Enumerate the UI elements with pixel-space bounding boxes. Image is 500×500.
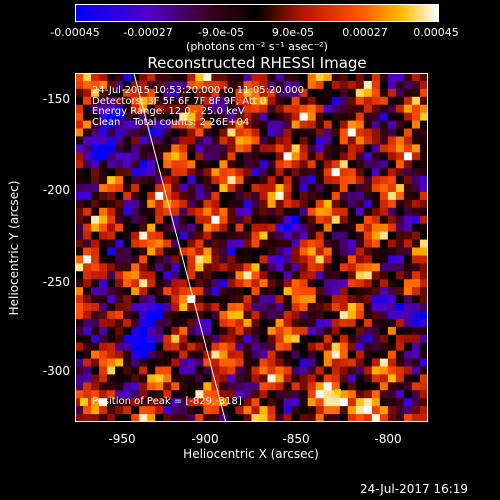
y-tick-label: -200 [42,183,70,197]
colorbar-tick: 0.00045 [413,26,459,39]
heatmap-image [75,73,428,422]
colorbar-tick: 9.0e-05 [271,26,315,39]
y-tick-label: -300 [42,364,70,378]
x-tick-label: -900 [191,432,219,446]
x-tick-label: -850 [282,432,310,446]
annotation-line: Detectors: 3F 5F 6F 7F 8F 9F, Att 0 [92,95,267,107]
chart-title: Reconstructed RHESSI Image [147,54,367,72]
limb-line [133,73,227,422]
y-axis-label: Heliocentric Y (arcsec) [7,180,21,316]
annotation-line: 24-Jul-2015 10:53:20.000 to 11:05:20.000 [92,85,304,96]
peak-marker [334,389,341,396]
colorbar-tick: 0.00027 [342,26,388,39]
x-axis-label: Heliocentric X (arcsec) [183,447,319,461]
colorbar [75,4,439,22]
x-tick-label: -950 [108,432,136,446]
timestamp: 24-Jul-2017 16:19 [360,482,469,496]
colorbar-tick: -9.0e-05 [197,26,245,39]
annotation-line: Energy Range: 12.0 - 25.0 keV [92,106,245,117]
colorbar-tick: -0.00027 [123,26,173,39]
peak-legend: Position of Peak = [-829,-318] [80,396,242,407]
plot-frame [75,73,428,422]
y-tick-label: -150 [42,92,70,106]
annotation-block: 24-Jul-2015 10:53:20.000 to 11:05:20.000… [92,85,304,128]
colorbar-tick: -0.00045 [50,26,100,39]
peak-marker-icon [80,397,88,406]
annotation-line: Clean Total counts: 2.26E+04 [92,116,250,128]
y-tick-label: -250 [42,275,70,289]
colorbar-units: (photons cm⁻² s⁻¹ asec⁻²) [186,40,328,53]
peak-label: Position of Peak = [-829,-318] [92,396,242,407]
x-tick-label: -800 [374,432,402,446]
